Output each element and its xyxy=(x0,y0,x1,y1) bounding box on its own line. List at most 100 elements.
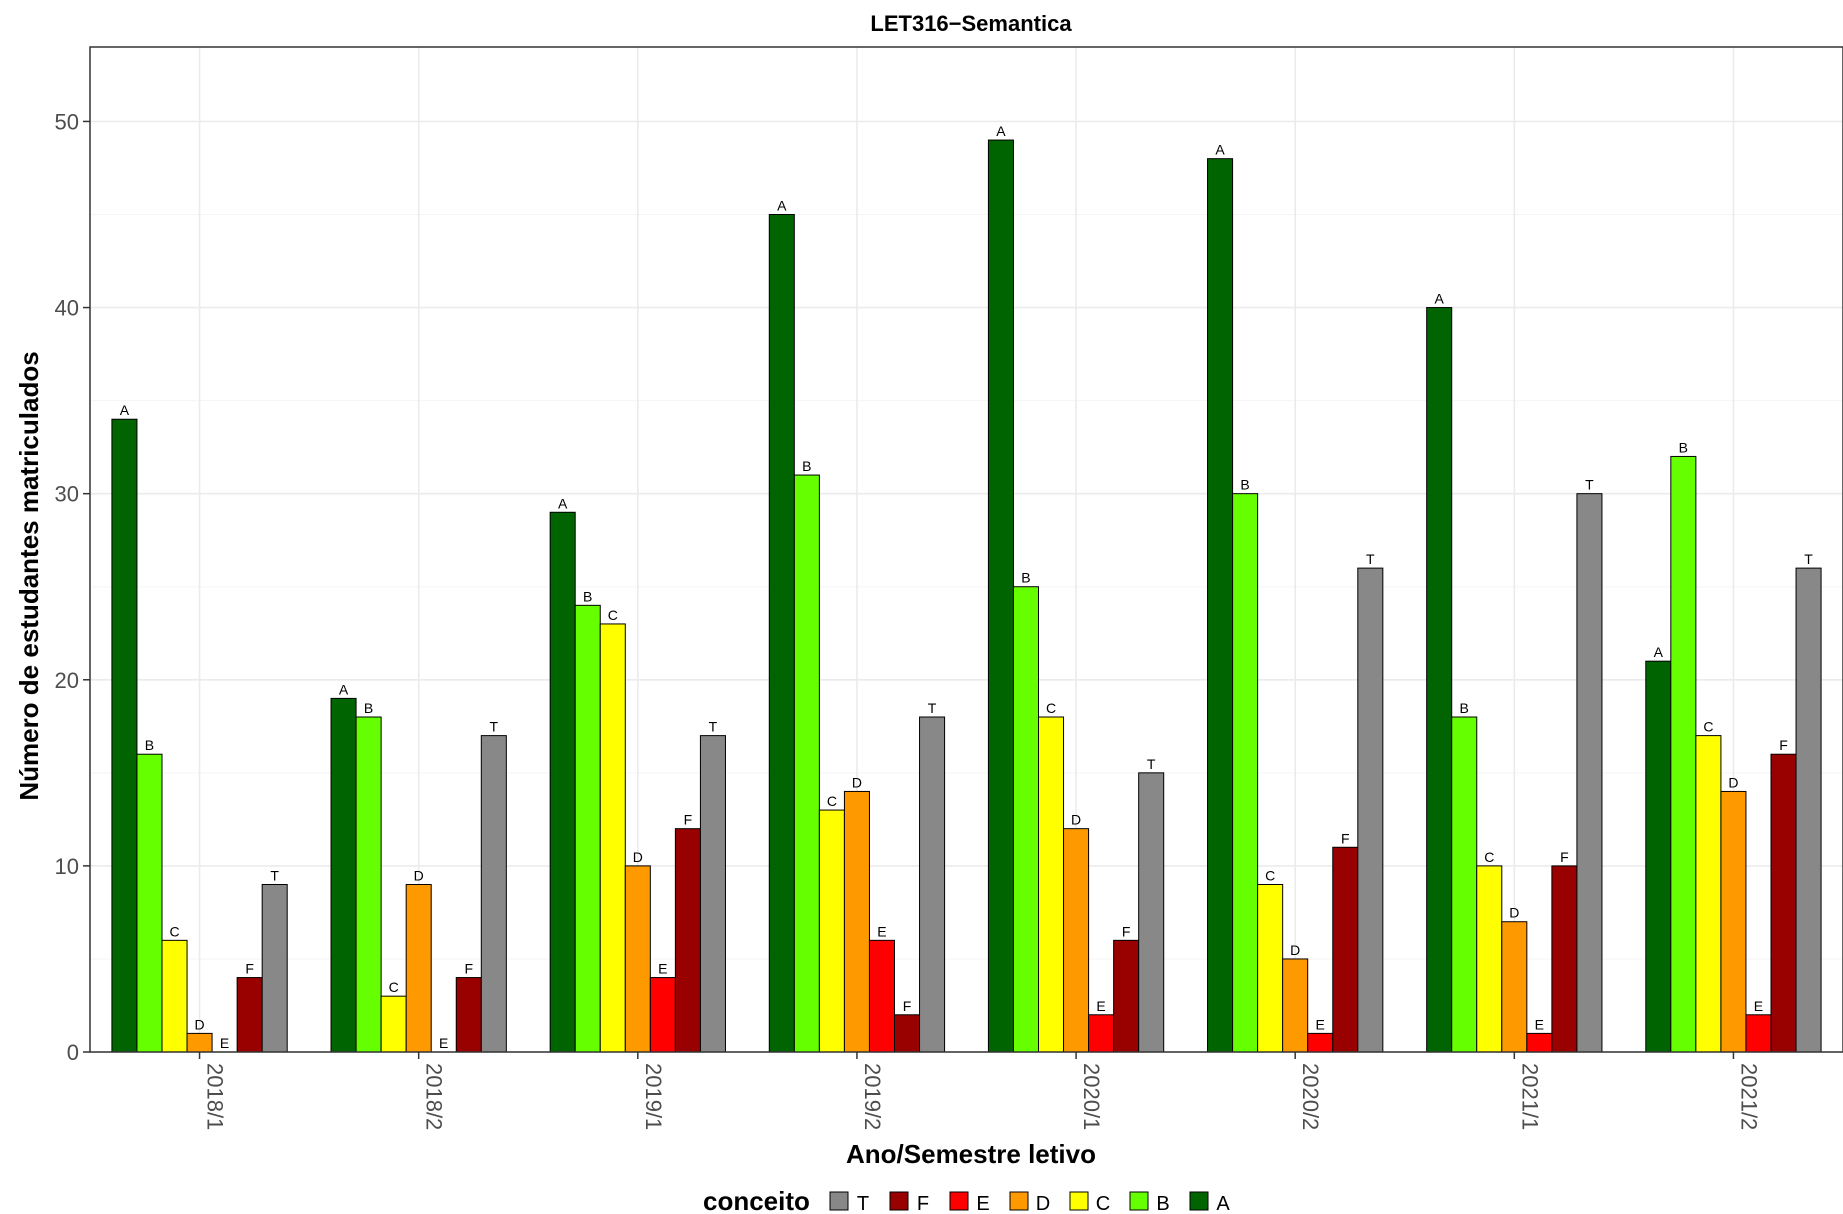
bar-label-E: E xyxy=(1316,1016,1325,1032)
legend-key-T xyxy=(829,1191,849,1211)
bar-B xyxy=(793,474,820,1053)
chart-title: LET316−Semantica xyxy=(870,11,1072,36)
bar-label-A: A xyxy=(1435,291,1445,307)
bar-label-C: C xyxy=(1265,868,1275,884)
legend-label-C: C xyxy=(1096,1193,1110,1214)
bar-A xyxy=(330,697,357,1053)
bar-label-D: D xyxy=(195,1016,205,1032)
bar-D xyxy=(1720,790,1747,1053)
y-axis-title: Número de estudantes matriculados xyxy=(14,351,44,800)
bar-label-D: D xyxy=(1728,774,1738,790)
y-tick-label: 10 xyxy=(55,854,79,879)
bars xyxy=(111,139,1822,1053)
bar-label-E: E xyxy=(1535,1016,1544,1032)
legend-key-C xyxy=(1069,1191,1089,1211)
bar-D xyxy=(1063,828,1090,1053)
x-tick-label: 2019/1 xyxy=(641,1063,666,1130)
x-axis: 2018/1 2018/2 2019/1 2019/2 2020/1 2020/2 2021… xyxy=(198,1052,1761,1130)
bar-label-B: B xyxy=(364,700,373,716)
bar-B xyxy=(136,753,163,1053)
bar-C xyxy=(1476,865,1503,1053)
bar-T xyxy=(699,735,726,1053)
bar-label-B: B xyxy=(802,458,811,474)
bar-label-T: T xyxy=(709,719,718,735)
bar-T xyxy=(480,735,507,1053)
x-tick-label: 2020/1 xyxy=(1079,1063,1104,1130)
x-axis-title: Ano/Semestre letivo xyxy=(846,1139,1096,1169)
legend-label-B: B xyxy=(1156,1193,1169,1214)
bar-label-A: A xyxy=(120,402,130,418)
bar-label-B: B xyxy=(1021,570,1030,586)
bar-label-C: C xyxy=(1703,719,1713,735)
bar-C xyxy=(1037,716,1065,1053)
bar-E xyxy=(1307,1032,1334,1053)
bar-A xyxy=(1207,158,1234,1053)
bar-label-T: T xyxy=(1585,477,1594,493)
bar-A xyxy=(111,418,138,1053)
bar-label-D: D xyxy=(414,868,424,884)
bar-B xyxy=(1232,493,1259,1053)
legend-label-T: T xyxy=(857,1193,869,1214)
bar-label-C: C xyxy=(1046,700,1056,716)
bar-label-F: F xyxy=(1122,923,1131,939)
bar-T xyxy=(1795,567,1822,1053)
legend-key-A xyxy=(1189,1191,1209,1211)
bar-label-F: F xyxy=(1560,849,1569,865)
bar-label-T: T xyxy=(928,700,937,716)
bar-D xyxy=(843,790,870,1053)
bar-T xyxy=(1138,772,1165,1053)
bar-A xyxy=(1645,660,1672,1053)
bar-label-T: T xyxy=(1147,756,1156,772)
x-tick-label: 2021/1 xyxy=(1517,1063,1542,1130)
bar-label-F: F xyxy=(684,812,693,828)
legend-key-B xyxy=(1129,1191,1149,1211)
legend-key-E xyxy=(949,1191,969,1211)
y-tick-label: 20 xyxy=(55,668,79,693)
bar-label-C: C xyxy=(169,923,179,939)
bar-label-T: T xyxy=(270,868,279,884)
bar-B xyxy=(1451,716,1478,1053)
bar-T xyxy=(919,716,946,1053)
bar-T xyxy=(1576,493,1603,1053)
bar-label-A: A xyxy=(996,123,1006,139)
bar-D xyxy=(1501,921,1528,1053)
bar-label-D: D xyxy=(633,849,643,865)
bar-label-F: F xyxy=(245,961,254,977)
legend-label-E: E xyxy=(976,1193,989,1214)
bar-label-D: D xyxy=(852,774,862,790)
legend-label-F: F xyxy=(917,1193,929,1214)
bar-B xyxy=(1670,455,1697,1053)
x-tick-label: 2020/2 xyxy=(1298,1063,1323,1130)
bar-label-B: B xyxy=(145,737,154,753)
bar-label-D: D xyxy=(1290,942,1300,958)
bar-T xyxy=(261,884,288,1053)
bar-label-C: C xyxy=(827,793,837,809)
y-axis: 0 10 20 30 40 50 xyxy=(55,109,90,1065)
bar-A xyxy=(549,511,576,1053)
bar-C xyxy=(380,995,407,1053)
bar-label-C: C xyxy=(608,607,618,623)
plot-panel xyxy=(89,46,1843,1053)
bar-F xyxy=(1332,846,1359,1053)
bar-T xyxy=(1357,567,1384,1053)
bar-label-F: F xyxy=(1341,830,1350,846)
bar-label-A: A xyxy=(1654,644,1664,660)
bar-label-A: A xyxy=(777,198,787,214)
bar-label-T: T xyxy=(1804,551,1813,567)
bar-label-A: A xyxy=(339,681,349,697)
bar-C xyxy=(818,809,845,1053)
bar-B xyxy=(355,716,382,1053)
bar-label-F: F xyxy=(903,998,912,1014)
bar-label-E: E xyxy=(1754,998,1763,1014)
bar-labels: ABCDEFTABCDEFTABCDEFTABCDEFTABCDEFTABCDE… xyxy=(120,123,1814,1051)
bar-E xyxy=(649,977,676,1053)
bar-label-E: E xyxy=(658,961,667,977)
bar-F xyxy=(1113,939,1140,1053)
bar-label-F: F xyxy=(1779,737,1788,753)
bar-F xyxy=(455,977,482,1053)
bar-label-B: B xyxy=(583,588,592,604)
bar-label-T: T xyxy=(1366,551,1375,567)
y-tick-label: 50 xyxy=(55,109,79,134)
bar-label-T: T xyxy=(490,719,499,735)
y-tick-label: 40 xyxy=(55,296,79,321)
